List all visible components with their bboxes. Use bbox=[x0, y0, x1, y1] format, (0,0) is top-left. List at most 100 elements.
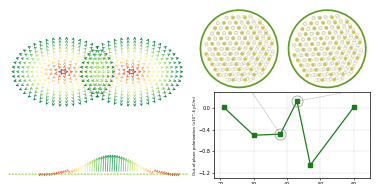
Circle shape bbox=[353, 62, 356, 65]
Circle shape bbox=[311, 74, 315, 77]
Circle shape bbox=[347, 72, 351, 76]
Circle shape bbox=[325, 47, 329, 50]
Circle shape bbox=[246, 73, 250, 76]
Circle shape bbox=[336, 16, 340, 19]
Circle shape bbox=[228, 52, 232, 56]
Circle shape bbox=[313, 27, 316, 30]
Circle shape bbox=[262, 68, 265, 71]
Circle shape bbox=[240, 32, 244, 35]
Circle shape bbox=[324, 16, 328, 19]
Circle shape bbox=[335, 62, 338, 66]
Circle shape bbox=[320, 58, 323, 61]
Circle shape bbox=[319, 37, 322, 40]
Circle shape bbox=[231, 68, 235, 71]
Circle shape bbox=[246, 42, 250, 45]
Circle shape bbox=[352, 41, 356, 44]
Circle shape bbox=[226, 16, 229, 19]
Circle shape bbox=[314, 47, 317, 51]
Circle shape bbox=[228, 42, 232, 45]
Circle shape bbox=[249, 26, 253, 30]
Circle shape bbox=[226, 68, 229, 71]
Circle shape bbox=[223, 73, 226, 76]
Circle shape bbox=[328, 21, 331, 24]
Circle shape bbox=[316, 32, 319, 35]
Circle shape bbox=[204, 52, 208, 56]
Circle shape bbox=[243, 47, 247, 50]
Circle shape bbox=[338, 47, 341, 50]
Circle shape bbox=[327, 78, 330, 82]
Circle shape bbox=[220, 26, 223, 30]
Circle shape bbox=[310, 43, 314, 46]
Circle shape bbox=[295, 38, 299, 41]
Circle shape bbox=[356, 56, 359, 60]
Circle shape bbox=[308, 48, 311, 51]
Circle shape bbox=[264, 32, 268, 35]
Circle shape bbox=[243, 68, 247, 71]
Circle shape bbox=[293, 43, 296, 46]
Circle shape bbox=[223, 42, 226, 45]
Circle shape bbox=[317, 63, 320, 66]
Circle shape bbox=[237, 58, 241, 61]
Circle shape bbox=[344, 57, 347, 60]
Circle shape bbox=[249, 58, 253, 61]
Circle shape bbox=[217, 63, 220, 66]
Circle shape bbox=[249, 47, 253, 50]
Circle shape bbox=[350, 46, 353, 49]
Circle shape bbox=[304, 32, 307, 36]
Circle shape bbox=[304, 22, 307, 25]
Circle shape bbox=[220, 68, 223, 71]
Circle shape bbox=[231, 78, 235, 82]
Circle shape bbox=[234, 63, 238, 66]
Circle shape bbox=[249, 37, 253, 40]
Circle shape bbox=[333, 78, 336, 81]
Circle shape bbox=[246, 21, 250, 24]
Circle shape bbox=[220, 47, 223, 50]
Circle shape bbox=[311, 53, 314, 56]
Circle shape bbox=[324, 73, 327, 76]
Circle shape bbox=[323, 52, 326, 56]
Circle shape bbox=[302, 69, 305, 72]
Circle shape bbox=[344, 67, 347, 70]
Point bbox=[251, 134, 257, 137]
Circle shape bbox=[214, 58, 217, 61]
Circle shape bbox=[226, 78, 229, 82]
Point bbox=[220, 106, 226, 109]
Circle shape bbox=[308, 68, 311, 72]
Circle shape bbox=[316, 42, 320, 45]
Circle shape bbox=[353, 51, 356, 55]
Circle shape bbox=[346, 31, 349, 34]
Circle shape bbox=[332, 68, 336, 71]
Circle shape bbox=[200, 10, 278, 87]
Point bbox=[307, 164, 313, 167]
Circle shape bbox=[243, 26, 247, 30]
Circle shape bbox=[299, 53, 302, 56]
Circle shape bbox=[307, 37, 310, 41]
Circle shape bbox=[349, 36, 352, 39]
Circle shape bbox=[231, 47, 235, 50]
Circle shape bbox=[262, 58, 265, 61]
Circle shape bbox=[334, 31, 337, 35]
Circle shape bbox=[313, 37, 316, 40]
Circle shape bbox=[240, 73, 244, 76]
Circle shape bbox=[339, 21, 343, 24]
Circle shape bbox=[318, 73, 321, 77]
Circle shape bbox=[308, 58, 311, 61]
Circle shape bbox=[220, 58, 223, 61]
Circle shape bbox=[341, 62, 344, 65]
Circle shape bbox=[240, 42, 244, 45]
Circle shape bbox=[340, 41, 344, 45]
Circle shape bbox=[223, 63, 226, 66]
Circle shape bbox=[259, 21, 262, 24]
Circle shape bbox=[293, 54, 296, 57]
Circle shape bbox=[339, 78, 342, 81]
Circle shape bbox=[264, 52, 268, 56]
Circle shape bbox=[208, 37, 211, 40]
Circle shape bbox=[234, 73, 238, 76]
Circle shape bbox=[262, 26, 265, 30]
Circle shape bbox=[234, 21, 238, 24]
Circle shape bbox=[330, 16, 334, 19]
Circle shape bbox=[237, 68, 241, 71]
Circle shape bbox=[243, 37, 247, 40]
Circle shape bbox=[358, 41, 361, 44]
Circle shape bbox=[231, 37, 235, 40]
